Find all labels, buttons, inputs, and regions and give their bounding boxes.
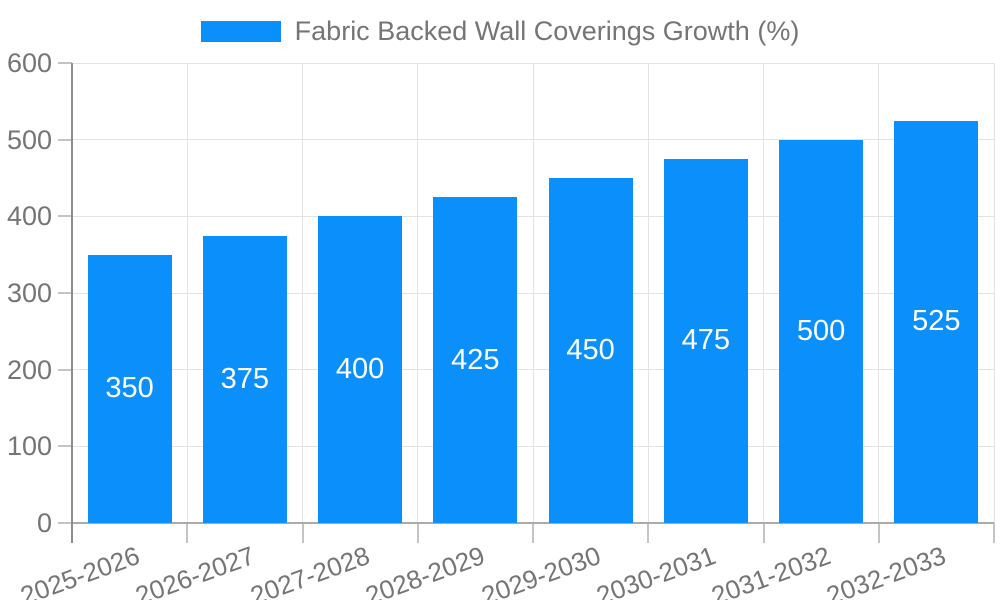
bar-value-label: 425 — [451, 343, 500, 376]
bar-value-label: 450 — [566, 334, 615, 366]
v-gridline — [878, 63, 880, 523]
bar-value-label: 400 — [335, 353, 385, 386]
y-tick — [58, 292, 72, 294]
y-tick-label: 100 — [6, 431, 52, 462]
bar[interactable]: 350 — [87, 254, 172, 523]
y-tick — [58, 215, 72, 218]
v-gridline — [993, 63, 995, 523]
v-gridline — [763, 63, 764, 523]
x-axis-line — [72, 522, 994, 524]
y-tick-label: 300 — [6, 278, 52, 308]
v-gridline — [532, 63, 534, 523]
bar[interactable]: 475 — [663, 158, 748, 523]
y-tick-label: 0 — [36, 508, 52, 538]
y-tick — [58, 368, 72, 371]
y-tick — [58, 138, 72, 141]
bar-value-label: 475 — [681, 324, 731, 357]
v-gridline — [417, 63, 419, 523]
y-tick-label: 400 — [6, 201, 52, 232]
legend-swatch — [200, 21, 281, 42]
y-tick — [58, 522, 72, 524]
bar-value-label: 375 — [220, 362, 270, 395]
legend: Fabric Backed Wall Coverings Growth (%) — [0, 16, 1000, 47]
x-tick — [877, 523, 880, 543]
v-gridline — [302, 63, 303, 523]
x-tick — [301, 523, 304, 543]
y-axis-line — [71, 63, 73, 543]
y-tick-label: 500 — [6, 124, 52, 155]
v-gridline — [647, 63, 649, 523]
x-tick — [993, 523, 995, 543]
x-tick — [762, 523, 765, 543]
bar[interactable]: 500 — [779, 139, 864, 523]
x-tick — [186, 523, 189, 543]
x-tick — [532, 523, 534, 543]
x-tick — [647, 523, 650, 543]
bar[interactable]: 450 — [548, 178, 633, 523]
y-tick-label: 200 — [6, 354, 52, 385]
legend-label: Fabric Backed Wall Coverings Growth (%) — [294, 16, 800, 46]
y-tick — [58, 445, 72, 448]
bar[interactable]: 400 — [318, 216, 403, 523]
y-tick — [58, 62, 72, 64]
v-gridline — [186, 63, 188, 523]
bar-value-label: 350 — [105, 372, 154, 405]
x-tick — [416, 523, 419, 543]
bar[interactable]: 525 — [894, 120, 979, 523]
bar-value-label: 500 — [796, 314, 846, 347]
bar[interactable]: 425 — [433, 197, 518, 523]
y-tick-label: 600 — [6, 48, 52, 78]
bar-value-label: 525 — [912, 305, 961, 338]
bar[interactable]: 375 — [202, 235, 287, 523]
